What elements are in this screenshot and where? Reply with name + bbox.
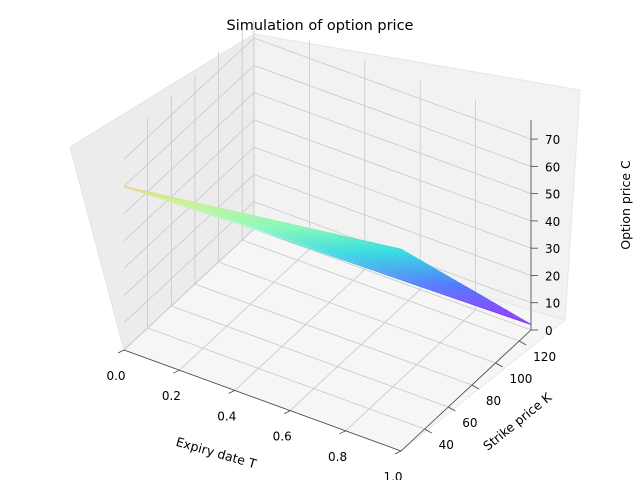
surface-mesh-line (130, 188, 408, 254)
z-tick-label: 10 (545, 297, 560, 311)
x-tick-label: 0.8 (328, 450, 347, 464)
z-gridline (123, 146, 532, 269)
x-tick-label: 0.6 (273, 430, 292, 444)
x-tick-label-mark (284, 410, 291, 414)
y-tick-label: 40 (439, 438, 454, 452)
surface-mesh-line (156, 196, 434, 269)
surface-mesh-line (143, 192, 421, 261)
z-tick-label: 70 (545, 133, 560, 147)
surface-mesh-line (214, 215, 493, 303)
y-tick-label: 80 (486, 394, 501, 408)
surface-mesh-line (240, 224, 519, 318)
option-price-surface (123, 185, 532, 325)
surface-mesh-line (149, 194, 428, 265)
z-gridline (123, 174, 532, 296)
y-tick-label: 60 (462, 416, 477, 430)
surface-mesh-line (136, 190, 415, 258)
y-tick-label-mark (448, 406, 456, 412)
surface-patch (123, 185, 532, 325)
z-gridline (123, 92, 532, 214)
x-tick-label: 0.0 (106, 369, 125, 383)
z-gridline (123, 37, 532, 160)
z-tick-label: 20 (545, 269, 560, 283)
x-tick-label-mark (117, 349, 125, 354)
x-axis-line (123, 349, 402, 452)
z-axis-label: Option price C (618, 160, 633, 250)
x-tick-label-mark (339, 430, 346, 435)
surface-mesh-line (227, 220, 506, 310)
surface-mesh-line (247, 226, 525, 322)
surface-mesh-line (188, 207, 467, 288)
surface-mesh-line (182, 205, 460, 284)
surface-mesh-line (234, 222, 512, 314)
y-tick-label-mark (518, 340, 527, 346)
z-gridline (123, 64, 532, 187)
y-tick-label-mark (471, 384, 480, 390)
y-tick-label-mark (424, 428, 432, 434)
y-tick-label-mark (495, 362, 503, 368)
y-tick-label: 120 (533, 350, 556, 364)
z-tick-label: 30 (545, 242, 560, 256)
x-tick-label-mark (173, 369, 180, 374)
x-axis-label: Expiry date T (174, 434, 258, 471)
z-tick-label: 50 (545, 188, 560, 202)
z-tick-label: 40 (545, 215, 560, 229)
x-tick-label: 1.0 (383, 470, 402, 480)
surface-mesh-line (195, 209, 473, 291)
surface-mesh-line (162, 198, 441, 273)
surface-mesh-line (208, 213, 486, 299)
y-axis-line (400, 329, 532, 452)
surface-mesh-line (175, 203, 454, 280)
z-tick-label: 60 (545, 160, 560, 174)
surface-mesh-line (169, 200, 447, 276)
axis-lines (123, 120, 532, 452)
x-tick-label: 0.4 (217, 409, 236, 423)
z-tick-label: 0 (545, 324, 553, 338)
y-tick-label: 100 (510, 372, 533, 386)
x-tick-label-mark (394, 450, 402, 455)
chart-title: Simulation of option price (227, 18, 414, 34)
z-gridline (123, 201, 532, 323)
x-tick-label-mark (228, 390, 235, 394)
surface-mesh-line (201, 211, 480, 295)
surface-mesh-line (221, 218, 499, 306)
x-tick-label: 0.2 (162, 389, 181, 403)
